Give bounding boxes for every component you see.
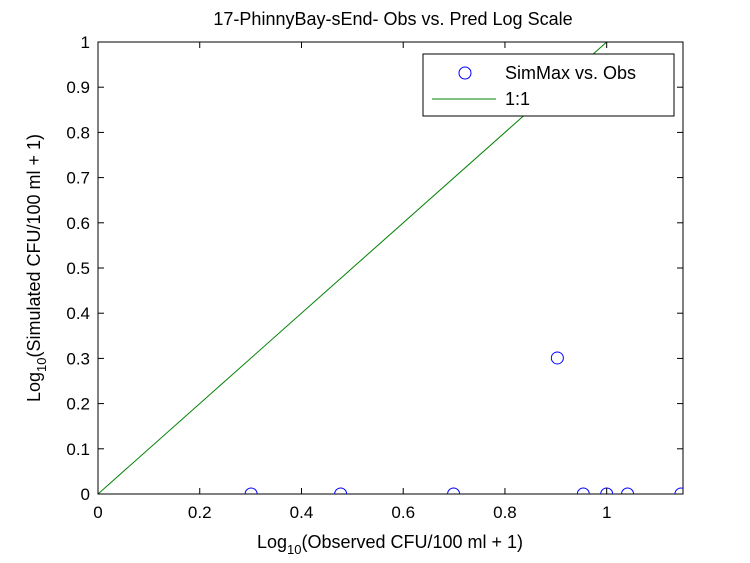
y-tick-label: 0.4 bbox=[66, 304, 90, 323]
x-tick-label: 0.6 bbox=[391, 503, 415, 522]
data-layer bbox=[98, 42, 683, 494]
y-tick-label: 0.8 bbox=[66, 123, 90, 142]
y-tick-label: 1 bbox=[81, 33, 90, 52]
legend-box bbox=[422, 53, 675, 117]
y-tick-label: 0.3 bbox=[66, 349, 90, 368]
plot-area bbox=[97, 41, 684, 495]
ticks-layer: 0 0.2 0.4 0.6 0.8 1 0 0.1 0.2 0.3 0.4 0.5 0.6 0.7 0.8 0… bbox=[66, 33, 683, 522]
scatter-point bbox=[550, 351, 564, 365]
legend-label-simmax: SimMax vs. Obs bbox=[505, 63, 636, 83]
y-tick-label: 0.5 bbox=[66, 259, 90, 278]
x-tick-label: 0 bbox=[93, 503, 102, 522]
x-axis-label: Log10(Observed CFU/100 ml + 1) bbox=[257, 532, 523, 557]
scatter-point bbox=[674, 487, 683, 494]
scatter-point bbox=[621, 487, 635, 494]
y-tick-label: 0.6 bbox=[66, 214, 90, 233]
chart-title: 17-PhinnyBay-sEnd- Obs vs. Pred Log Scal… bbox=[213, 9, 572, 29]
x-tick-label: 0.8 bbox=[493, 503, 517, 522]
scatter-point bbox=[244, 487, 258, 494]
scatter-point bbox=[576, 487, 590, 494]
y-tick-label: 0.9 bbox=[66, 78, 90, 97]
scatter-point bbox=[447, 487, 461, 494]
x-tick-label: 1 bbox=[602, 503, 611, 522]
series-line-1to1 bbox=[98, 42, 608, 494]
y-tick-label: 0 bbox=[81, 485, 90, 504]
x-tick-label: 0.2 bbox=[188, 503, 212, 522]
y-tick-label: 0.1 bbox=[66, 440, 90, 459]
scatter-point bbox=[334, 487, 348, 494]
y-tick-label: 0.2 bbox=[66, 395, 90, 414]
legend-label-1to1: 1:1 bbox=[505, 89, 530, 109]
legend: SimMax vs. Obs 1:1 bbox=[422, 53, 675, 117]
legend-marker-simmax bbox=[458, 66, 472, 80]
y-axis-label: Log10(Simulated CFU/100 ml + 1) bbox=[24, 134, 49, 402]
x-tick-label: 0.4 bbox=[290, 503, 314, 522]
y-tick-label: 0.7 bbox=[66, 169, 90, 188]
